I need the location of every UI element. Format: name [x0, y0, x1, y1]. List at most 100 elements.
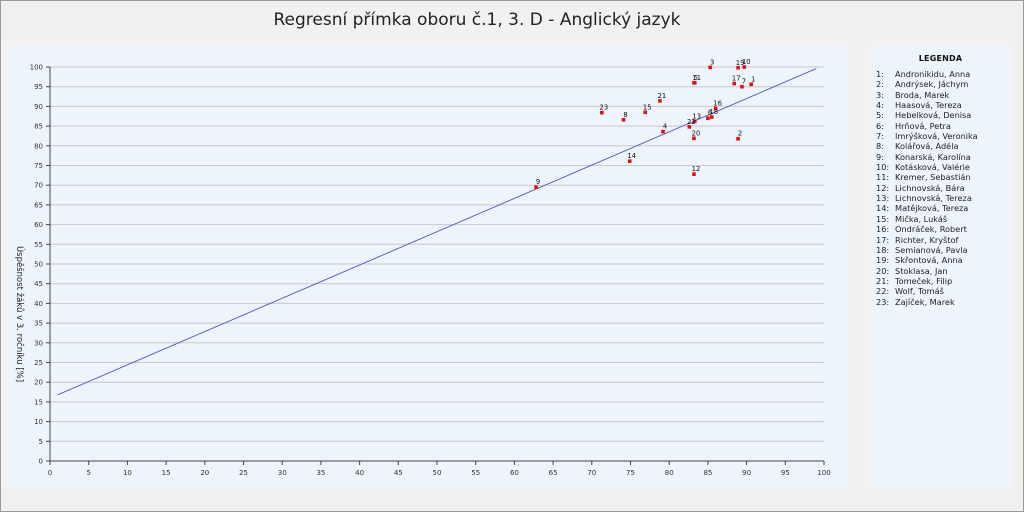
- legend-entry-number: 12:: [876, 182, 890, 193]
- point-label: 2: [738, 130, 742, 138]
- y-tick-label: 50: [34, 261, 43, 269]
- legend-entry-name: Zajíček, Marek: [895, 296, 955, 307]
- x-tick-label: 75: [626, 469, 635, 477]
- data-point: [692, 80, 697, 85]
- y-tick-label: 35: [34, 320, 43, 328]
- point-label: 20: [692, 129, 701, 137]
- y-tick-label: 70: [34, 182, 43, 190]
- legend-entry-number: 4:: [876, 100, 884, 111]
- x-tick-label: 60: [510, 469, 519, 477]
- point-label: 9: [536, 178, 540, 186]
- legend-entry: 23: Zajíček, Marek: [876, 297, 1011, 307]
- point-label: 18: [709, 108, 718, 116]
- y-tick-label: 30: [34, 339, 43, 347]
- legend-entry: 1: Andronikidu, Anna: [876, 69, 1011, 79]
- legend-entry-name: Kotásková, Valérie: [895, 162, 970, 173]
- x-tick-label: 40: [355, 469, 364, 477]
- point-label: 4: [663, 123, 667, 131]
- point-label: 10: [742, 58, 751, 66]
- legend-entry: 18: Semianová, Pavla: [876, 245, 1011, 255]
- chart-title: Regresní přímka oboru č.1, 3. D - Anglic…: [273, 10, 681, 30]
- x-tick-label: 65: [549, 469, 558, 477]
- legend-entry-number: 7:: [876, 131, 884, 142]
- legend-entry-name: Semianová, Pavla: [895, 244, 968, 255]
- x-tick-label: 100: [817, 469, 830, 477]
- point-label: 15: [643, 103, 652, 111]
- legend-entry-name: Kremer, Sebastián: [895, 172, 971, 183]
- data-point: [534, 185, 538, 189]
- legend-entry-name: Richter, Kryštof: [895, 234, 959, 245]
- point-label: 17: [732, 75, 741, 83]
- legend-entry-name: Mička, Lukáš: [895, 213, 948, 224]
- legend-entry: 3: Broda, Marek: [876, 90, 1011, 100]
- legend-entry-name: Kolářová, Adéla: [895, 141, 959, 152]
- legend-entry-name: Hrňová, Petra: [895, 120, 951, 131]
- x-tick-label: 90: [742, 469, 751, 477]
- point-label: 21: [658, 92, 667, 100]
- legend-entry-name: Tomeček, Filip: [895, 275, 953, 286]
- data-point: [621, 117, 626, 122]
- point-label: 6: [708, 109, 712, 117]
- legend-entry-number: 20:: [876, 265, 890, 276]
- legend-entry-number: 8:: [876, 141, 884, 152]
- point-label: 16: [713, 99, 722, 107]
- scatter-plot: 0510152025303540455055606570758085909510…: [14, 58, 831, 477]
- y-tick-label: 65: [34, 201, 43, 209]
- legend-entry: 19: Skřontová, Anna: [876, 255, 1011, 265]
- data-point: [740, 84, 744, 89]
- legend-entry-number: 2:: [876, 79, 884, 90]
- data-point: [742, 65, 747, 69]
- legend-entry: 7: Imrýšková, Veronika: [876, 131, 1011, 141]
- legend-entry: 22: Wolf, Tomáš: [876, 286, 1011, 296]
- legend-entry-number: 6:: [876, 120, 884, 131]
- x-tick-label: 0: [48, 469, 52, 477]
- x-tick-label: 10: [123, 469, 132, 477]
- legend-entry-name: Matějková, Tereza: [895, 203, 969, 214]
- legend-entry-number: 16:: [876, 224, 890, 235]
- legend-entry: 11: Kremer, Sebastián: [876, 172, 1011, 182]
- legend-entry: 8: Kolářová, Adéla: [876, 141, 1011, 151]
- y-tick-label: 85: [34, 123, 43, 131]
- legend-entry: 6: Hrňová, Petra: [876, 121, 1011, 131]
- legend-entry: 15: Mička, Lukáš: [876, 214, 1011, 224]
- legend-entry: 2: Andrýsek, Jáchym: [876, 79, 1011, 89]
- data-point: [627, 159, 632, 163]
- data-point: [692, 172, 696, 176]
- legend-entry-name: Konarská, Karolína: [895, 151, 971, 162]
- y-tick-label: 40: [34, 300, 43, 308]
- point-label: 3: [710, 58, 714, 66]
- legend-entry-number: 9:: [876, 151, 884, 162]
- legend-entry-number: 15:: [876, 213, 890, 224]
- data-point: [732, 81, 737, 86]
- legend-entry-name: Andronikidu, Anna: [895, 69, 971, 79]
- legend-entry: 4: Haasová, Tereza: [876, 100, 1011, 110]
- data-point: [709, 115, 714, 119]
- legend-entry-number: 18:: [876, 244, 890, 255]
- legend-entry-name: Ondráček, Robert: [895, 224, 967, 235]
- x-tick-label: 50: [433, 469, 442, 477]
- x-tick-label: 5: [86, 469, 90, 477]
- legend-entry: 17: Richter, Kryštof: [876, 235, 1011, 245]
- data-point: [661, 129, 665, 134]
- y-tick-label: 10: [34, 418, 43, 426]
- y-tick-label: 90: [34, 103, 43, 111]
- legend-entry-number: 22:: [876, 286, 890, 297]
- x-tick-label: 45: [394, 469, 403, 477]
- legend-title: LEGENDA: [918, 54, 963, 63]
- y-tick-label: 45: [34, 280, 43, 288]
- data-point: [713, 106, 718, 111]
- data-point: [708, 65, 713, 70]
- y-tick-label: 95: [34, 83, 43, 91]
- legend-entry-name: Lichnovská, Bára: [895, 182, 965, 193]
- y-tick-label: 55: [34, 241, 43, 249]
- data-point: [736, 136, 740, 141]
- data-point: [643, 110, 648, 115]
- x-tick-label: 30: [278, 469, 287, 477]
- data-point: [692, 136, 696, 141]
- legend-entry-name: Lichnovská, Tereza: [895, 193, 972, 204]
- legend-entry-name: Imrýšková, Veronika: [895, 131, 978, 142]
- data-point: [706, 116, 710, 121]
- regression-line: [57, 68, 817, 396]
- data-point: [692, 119, 697, 124]
